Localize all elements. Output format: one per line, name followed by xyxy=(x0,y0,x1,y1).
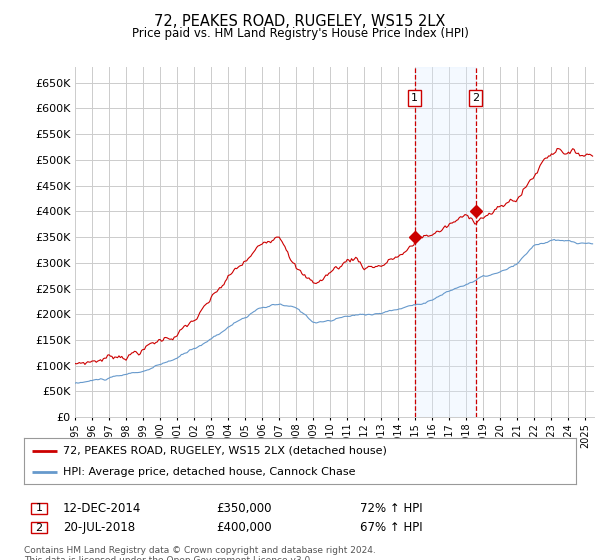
Text: 72, PEAKES ROAD, RUGELEY, WS15 2LX: 72, PEAKES ROAD, RUGELEY, WS15 2LX xyxy=(154,14,446,29)
Text: HPI: Average price, detached house, Cannock Chase: HPI: Average price, detached house, Cann… xyxy=(62,467,355,477)
Text: 67% ↑ HPI: 67% ↑ HPI xyxy=(360,521,422,534)
Text: 1: 1 xyxy=(35,503,43,514)
Text: Contains HM Land Registry data © Crown copyright and database right 2024.
This d: Contains HM Land Registry data © Crown c… xyxy=(24,546,376,560)
Text: 1: 1 xyxy=(411,93,418,103)
Text: Price paid vs. HM Land Registry's House Price Index (HPI): Price paid vs. HM Land Registry's House … xyxy=(131,27,469,40)
Text: 72, PEAKES ROAD, RUGELEY, WS15 2LX (detached house): 72, PEAKES ROAD, RUGELEY, WS15 2LX (deta… xyxy=(62,446,386,456)
Bar xyxy=(415,67,476,417)
Text: 20-JUL-2018: 20-JUL-2018 xyxy=(63,521,135,534)
Text: 72% ↑ HPI: 72% ↑ HPI xyxy=(360,502,422,515)
Text: £350,000: £350,000 xyxy=(216,502,271,515)
Text: 2: 2 xyxy=(35,522,43,533)
Text: 2: 2 xyxy=(472,93,479,103)
Text: £400,000: £400,000 xyxy=(216,521,272,534)
Text: 12-DEC-2014: 12-DEC-2014 xyxy=(63,502,142,515)
